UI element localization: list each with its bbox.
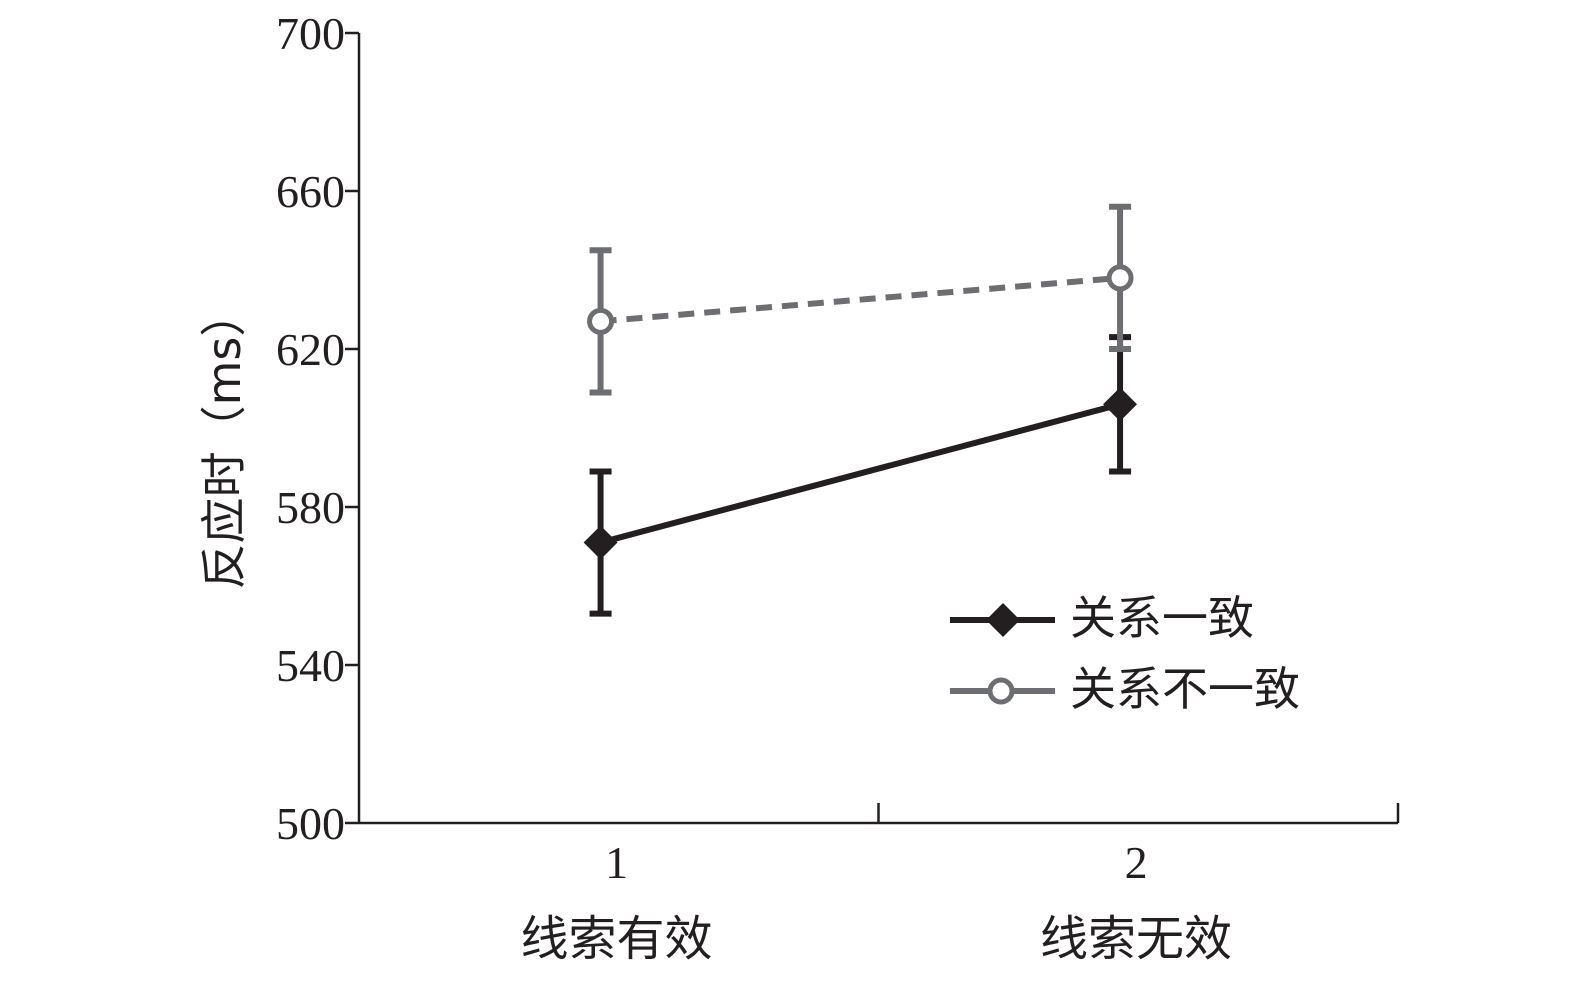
series-line	[600, 274, 1121, 325]
legend-item-consistent: 关系一致	[950, 591, 1254, 645]
legend-marker-inconsistent	[987, 677, 1015, 705]
series-1	[587, 203, 1134, 396]
data-point	[1103, 387, 1138, 422]
legend-marker-consistent	[986, 603, 1020, 637]
data-point	[1106, 264, 1134, 292]
x-tick-label: 1	[605, 837, 628, 888]
y-axis-label: 反应时（ms）	[197, 291, 251, 590]
y-tick-label: 500	[276, 798, 345, 849]
legend-label-inconsistent: 关系不一致	[1070, 662, 1300, 716]
x-category-label: 线索无效	[1040, 911, 1232, 967]
series-layer	[583, 203, 1138, 617]
data-point	[587, 307, 615, 335]
x-category-label: 线索有效	[521, 911, 713, 967]
x-tick-label: 2	[1125, 837, 1148, 888]
y-tick-label: 660	[276, 166, 345, 217]
series-line	[599, 401, 1121, 546]
legend-label-consistent: 关系一致	[1070, 591, 1254, 645]
data-point	[583, 525, 618, 560]
y-tick-label: 540	[276, 640, 345, 691]
axes: 500 540 580 620 660 700 1 线索有效 2 线索无效	[276, 8, 1400, 967]
y-tick-label: 620	[276, 324, 345, 375]
y-tick-label: 580	[276, 482, 345, 533]
y-tick-label: 700	[276, 8, 345, 59]
legend: 关系一致 关系不一致	[950, 591, 1300, 716]
legend-item-inconsistent: 关系不一致	[950, 662, 1300, 716]
y-axis-label-group: 反应时（ms）	[197, 291, 251, 590]
series-0	[583, 334, 1138, 617]
